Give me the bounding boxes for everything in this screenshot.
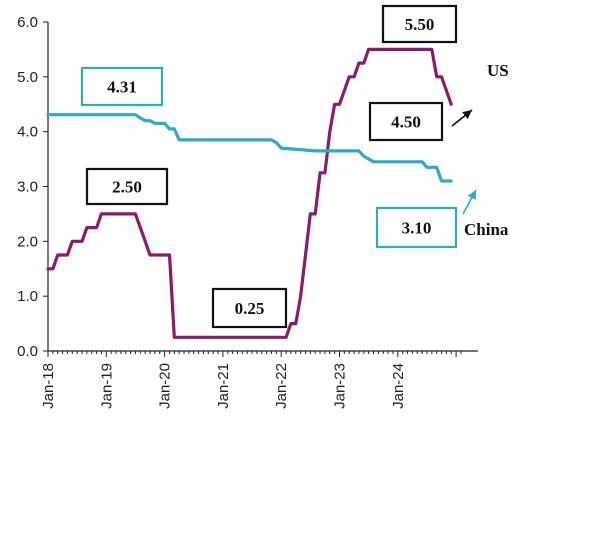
series-label-us: US	[487, 61, 509, 80]
annotation-value: 5.50	[405, 15, 435, 34]
x-tick-label: Jan-23	[332, 363, 349, 409]
y-tick-label: 6.0	[17, 14, 38, 31]
x-tick-label: Jan-18	[40, 363, 57, 409]
series-line-china	[46, 113, 453, 183]
annotation-value: 4.31	[107, 78, 137, 97]
y-tick-label: 0.0	[17, 343, 38, 360]
annotation-value: 3.10	[402, 219, 432, 238]
x-tick-label: Jan-22	[273, 363, 290, 409]
annotation-frame	[80, 66, 164, 107]
annotation-value: 4.50	[391, 113, 421, 132]
annotation-frame	[368, 101, 444, 142]
us-pointer-arrow	[451, 109, 473, 127]
annotation-box: 5.50	[381, 4, 458, 44]
y-tick-label: 4.0	[17, 124, 38, 141]
annotation-frame	[211, 287, 288, 329]
china-pointer-arrow	[462, 189, 477, 215]
annotation-frame	[85, 167, 169, 206]
x-tick-label: Jan-19	[98, 363, 115, 409]
x-tick-label: Jan-21	[215, 363, 232, 409]
annotation-box: 3.10	[375, 206, 458, 249]
y-tick-label: 3.0	[17, 179, 38, 196]
annotation-frame	[375, 206, 458, 249]
x-tick-label: Jan-24	[390, 363, 407, 409]
annotation-value: 2.50	[112, 178, 142, 197]
series-label-china: China	[464, 220, 509, 239]
annotation-box: 0.25	[211, 287, 288, 329]
annotation-box: 2.50	[85, 167, 169, 206]
x-tick-label: Jan-20	[157, 363, 174, 409]
series-layer	[46, 47, 453, 339]
annotation-box: 4.50	[368, 101, 444, 142]
annotation-frame	[381, 4, 458, 44]
series-line-us	[46, 47, 453, 339]
annotation-value: 0.25	[235, 299, 265, 318]
y-tick-label: 2.0	[17, 233, 38, 250]
y-tick-label: 5.0	[17, 69, 38, 86]
axes: 0.0 1.0 2.0 3.0 4.0 5.0 6.0 Jan-18 Jan-19 Jan-20 J…	[17, 14, 478, 409]
annotation-box: 4.31	[80, 66, 164, 107]
annotation-layer: 4.31 2.50 0.25 5.50 4.50 3.10 US China	[80, 4, 509, 329]
y-tick-label: 1.0	[17, 288, 38, 305]
